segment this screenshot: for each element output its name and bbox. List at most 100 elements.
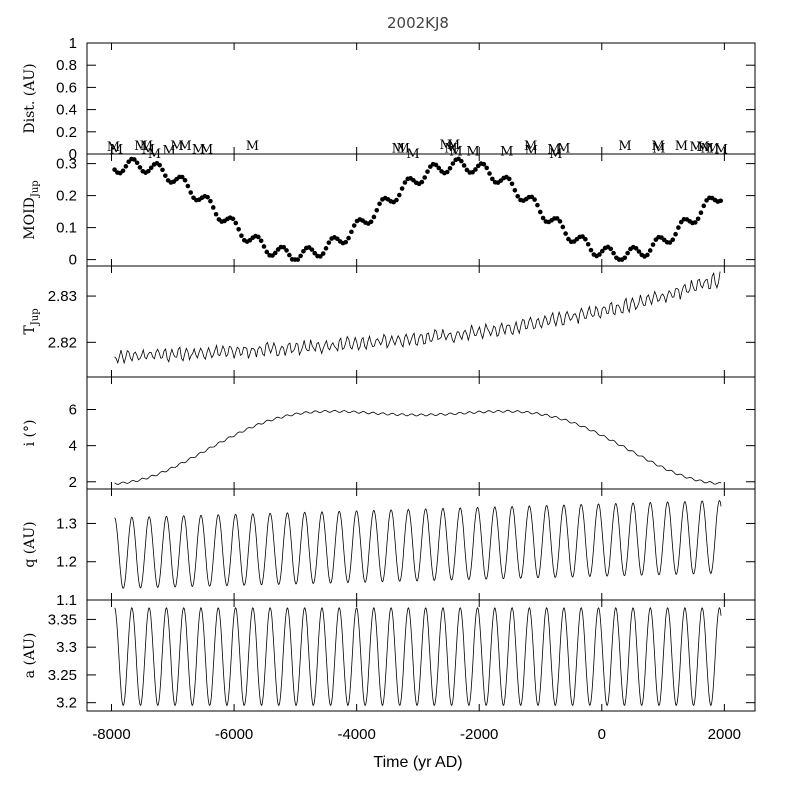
- moid-point: [309, 247, 315, 252]
- moid-point: [399, 186, 405, 191]
- y-tick-label-q: 1.1: [56, 592, 77, 609]
- moid-point: [148, 165, 154, 171]
- moid-point: [447, 165, 453, 171]
- panel-incl: 2 4 6 i (°): [22, 376, 756, 491]
- y-tick-label-dist: 0.6: [56, 79, 77, 96]
- y-tick-label-q: 1.3: [56, 515, 77, 532]
- encounter-marker: M: [715, 142, 728, 157]
- series-line-a: [114, 607, 722, 707]
- y-tick-label-incl: 2: [69, 474, 77, 491]
- y-tick-label-tjup: 2.83: [48, 288, 77, 305]
- encounter-marker: M: [557, 141, 570, 156]
- moid-point: [599, 248, 605, 254]
- x-tick-label: -4000: [337, 726, 375, 743]
- moid-point: [146, 168, 151, 174]
- panel-frame-tjup: [86, 265, 756, 378]
- y-axis-label-moid: MOIDJup: [22, 180, 41, 239]
- encounter-marker: M: [392, 141, 405, 156]
- panel-q: 1.1 1.2 1.3 q (AU): [22, 488, 756, 609]
- moid-point: [693, 220, 698, 225]
- moid-point: [718, 198, 723, 204]
- moid-point: [318, 254, 323, 259]
- moid-point: [678, 219, 684, 225]
- moid-point: [157, 162, 162, 168]
- moid-point: [374, 207, 380, 213]
- series-line-incl: [114, 409, 722, 485]
- moid-point: [239, 233, 244, 239]
- moid-point: [583, 236, 588, 242]
- encounter-marker: M: [652, 139, 665, 154]
- moid-point: [264, 249, 270, 255]
- moid-point: [312, 250, 318, 256]
- moid-point: [515, 194, 521, 199]
- moid-point: [208, 198, 213, 204]
- panel-frame-incl: [86, 376, 756, 490]
- moid-point: [459, 158, 464, 164]
- y-tick-label-incl: 4: [69, 438, 77, 455]
- chart-title: 2002KJ8: [387, 14, 449, 32]
- panel-moid: 0 0.1 0.2 0.3 MOIDJup: [22, 153, 756, 269]
- moid-point: [487, 171, 492, 176]
- moid-point: [470, 169, 475, 175]
- moid-point: [120, 168, 126, 174]
- moid-point: [461, 163, 467, 168]
- moid-point: [625, 250, 630, 256]
- moid-point: [134, 160, 140, 166]
- encounter-marker: M: [652, 141, 665, 156]
- moid-point: [346, 235, 351, 241]
- moid-point: [512, 187, 518, 193]
- y-tick-label-dist: 0.2: [56, 124, 77, 141]
- encounter-marker: M: [178, 139, 191, 154]
- moid-point: [563, 231, 568, 236]
- encounter-marker: M: [170, 139, 183, 154]
- x-axis-label: Time (yr AD): [373, 754, 462, 771]
- moid-point: [557, 219, 563, 224]
- moid-point: [377, 201, 382, 207]
- moid-point: [301, 248, 306, 254]
- moid-point: [450, 161, 456, 166]
- moid-point: [188, 190, 193, 195]
- moid-point: [258, 238, 264, 244]
- moid-point: [695, 216, 701, 222]
- encounter-marker: M: [466, 145, 479, 160]
- moid-point: [622, 255, 628, 261]
- x-tick-label: 0: [598, 726, 606, 743]
- y-tick-label-a: 3.2: [56, 695, 77, 712]
- moid-point: [397, 192, 402, 198]
- moid-point: [532, 197, 537, 202]
- encounter-marker: M: [140, 139, 153, 154]
- encounter-marker: M: [200, 142, 213, 157]
- x-tick-label: -2000: [460, 726, 498, 743]
- y-tick-label-a: 3.3: [56, 639, 77, 656]
- moid-point: [326, 240, 332, 245]
- y-tick-label-a: 3.25: [48, 667, 77, 684]
- encounter-marker: M: [439, 138, 452, 153]
- moid-point: [506, 176, 512, 182]
- moid-point: [343, 239, 349, 245]
- moid-point: [560, 224, 566, 230]
- y-tick-label-moid: 0: [69, 252, 77, 269]
- encounter-marker: M: [706, 141, 719, 156]
- moid-point: [210, 205, 216, 210]
- moid-point: [433, 162, 439, 168]
- encounter-marker: M: [675, 139, 688, 154]
- moid-point: [670, 237, 676, 243]
- moid-point: [394, 197, 399, 203]
- moid-point: [298, 253, 303, 259]
- encounter-marker: M: [701, 141, 714, 156]
- moid-point: [509, 181, 515, 187]
- moid-point: [402, 180, 408, 185]
- moid-point: [419, 179, 425, 185]
- moid-point: [256, 234, 261, 240]
- moid-point: [701, 203, 707, 209]
- moid-point: [281, 245, 287, 250]
- encounter-marker: M: [690, 140, 703, 155]
- encounter-marker: M: [162, 144, 175, 159]
- moid-point: [163, 173, 168, 178]
- moid-point: [537, 209, 543, 215]
- y-tick-label-moid: 0.2: [56, 188, 77, 205]
- moid-point: [473, 167, 478, 172]
